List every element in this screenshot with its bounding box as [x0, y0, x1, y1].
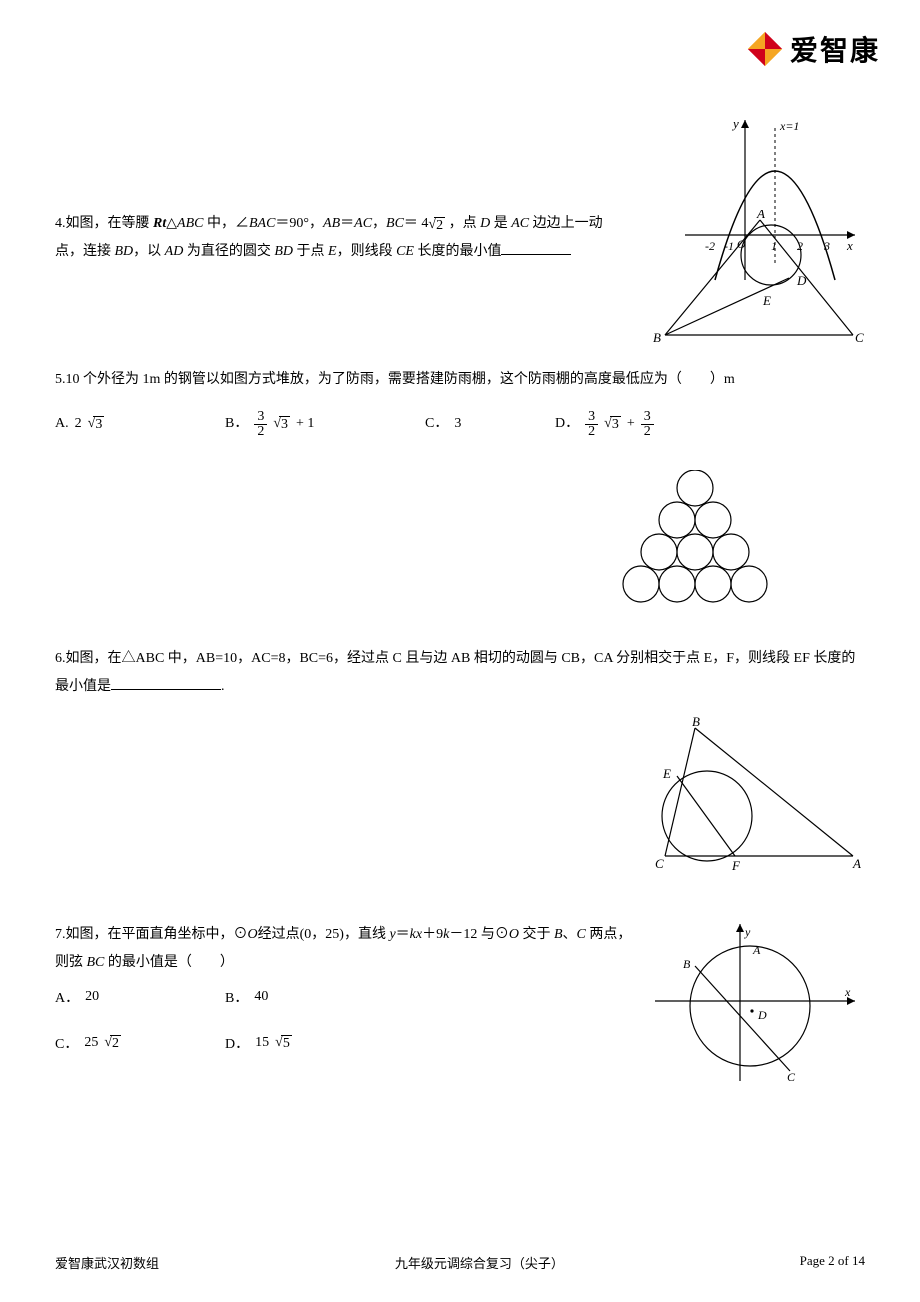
q4-t5: ， — [372, 216, 386, 231]
footer-center: 九年级元调综合复习（尖子） — [395, 1253, 564, 1272]
q4-bd2: BD — [274, 244, 293, 259]
q4-t12: 于点 — [293, 244, 328, 259]
q7-o: O — [248, 927, 258, 942]
svg-text:F: F — [731, 858, 741, 873]
figure-q7: y x A B C D — [645, 916, 865, 1091]
svg-text:E: E — [762, 293, 771, 308]
logo: 爱智康 — [744, 28, 880, 70]
figure-parabola: -2 -1 O 1 2 3 x y x=1 — [675, 110, 865, 290]
q4-bd: BD — [115, 244, 134, 259]
q6-blank — [111, 675, 221, 690]
footer-left: 爱智康武汉初数组 — [55, 1253, 159, 1272]
logo-mark — [744, 28, 786, 70]
q4-t8: 是 — [490, 216, 511, 231]
q7-plus: ＋9 — [422, 927, 443, 942]
svg-text:A: A — [852, 856, 861, 871]
q4-e: E — [328, 244, 337, 259]
q4-t3: 中，∠ — [203, 216, 249, 231]
q4-ab: AB — [323, 216, 340, 231]
footer-right: Page 2 of 14 — [800, 1253, 865, 1272]
q4-t6: ＝ 4 — [404, 216, 429, 231]
svg-text:O: O — [737, 237, 746, 251]
q7-t3: 交于 — [519, 927, 554, 942]
problem-5: 5.10 个外径为 1m 的钢管以如图方式堆放，为了防雨，需要搭建防雨棚，这个防… — [55, 366, 865, 615]
q7-o2: O — [509, 927, 519, 942]
q5-text: 5.10 个外径为 1m 的钢管以如图方式堆放，为了防雨，需要搭建防雨棚，这个防… — [55, 372, 735, 387]
q5-opt-b: B． 323 + 1 — [225, 409, 425, 440]
q5-opt-a: A. 23 — [55, 409, 225, 440]
q7-t4: 、 — [563, 927, 577, 942]
q7-b: B — [554, 927, 563, 942]
svg-text:A: A — [752, 943, 761, 957]
logo-text: 爱智康 — [790, 29, 880, 69]
q4-t4: ＝90°， — [275, 216, 323, 231]
svg-text:E: E — [662, 766, 671, 781]
figure-q6: B C A E F — [55, 716, 865, 881]
q7-opt-c: C．252 — [55, 1033, 225, 1053]
q5-opt-c: C．3 — [425, 409, 555, 440]
svg-text:B: B — [692, 716, 700, 729]
q7-c: C — [577, 927, 586, 942]
q4-t1: 4.如图，在等腰 — [55, 216, 153, 231]
svg-text:D: D — [757, 1008, 767, 1022]
svg-text:C: C — [655, 856, 664, 871]
page-footer: 爱智康武汉初数组 九年级元调综合复习（尖子） Page 2 of 14 — [55, 1253, 865, 1272]
svg-text:2: 2 — [797, 239, 803, 253]
svg-text:C: C — [855, 330, 864, 345]
svg-text:x: x — [846, 238, 853, 253]
q7-bc: BC — [87, 955, 105, 970]
q7-t1: 7.如图，在平面直角坐标中，⊙ — [55, 927, 248, 942]
q7-t6: 的最小值是（ ） — [104, 955, 234, 970]
svg-text:x: x — [844, 985, 851, 999]
q5-opt-d: D． 323 + 32 — [555, 409, 654, 440]
q4-t7: ，点 — [445, 216, 480, 231]
q7-eq: ＝ — [396, 927, 410, 942]
q7-opt-a: A．20 — [55, 987, 225, 1007]
q7-opt-b: B．40 — [225, 987, 268, 1007]
q4-t2: △ — [166, 216, 177, 231]
q4-t11: 为直径的圆交 — [183, 244, 274, 259]
svg-text:C: C — [787, 1070, 796, 1084]
q4-eq: ＝ — [340, 216, 354, 231]
q4-sqrt: 2 — [428, 217, 445, 233]
problem-7: y x A B C D 7.如图，在平面直角坐标中，⊙O经过点(0，25)，直线… — [55, 921, 865, 1053]
q4-ac2: AC — [511, 216, 529, 231]
q7-t2: 经过点(0，25)，直线 — [258, 927, 390, 942]
q4-ac: AC — [354, 216, 372, 231]
svg-text:1: 1 — [771, 239, 777, 253]
q4-ce: CE — [396, 244, 414, 259]
q4-abc: ABC — [177, 216, 203, 231]
q4-t14: 长度的最小值 — [414, 244, 502, 259]
q7-minus: －12 与⊙ — [449, 927, 509, 942]
q4-blank — [501, 240, 571, 255]
svg-text:x=1: x=1 — [779, 119, 799, 133]
figure-q5 — [525, 470, 865, 615]
q4-t13: ，则线段 — [337, 244, 397, 259]
q4-bc: BC — [386, 216, 404, 231]
svg-text:y: y — [731, 116, 739, 131]
q4-bac: BAC — [249, 216, 275, 231]
svg-text:B: B — [653, 330, 661, 345]
problem-6: 6.如图，在△ABC 中，AB=10，AC=8，BC=6，经过点 C 且与边 A… — [55, 645, 865, 881]
svg-text:y: y — [744, 925, 751, 939]
svg-text:B: B — [683, 957, 691, 971]
q4-t10: ，以 — [133, 244, 165, 259]
q4-ad: AD — [165, 244, 184, 259]
svg-text:-2: -2 — [705, 239, 715, 253]
q4-rt: Rt — [153, 216, 166, 231]
q4-d: D — [480, 216, 490, 231]
q6-period: . — [221, 679, 225, 694]
q7-opt-d: D．155 — [225, 1033, 292, 1053]
